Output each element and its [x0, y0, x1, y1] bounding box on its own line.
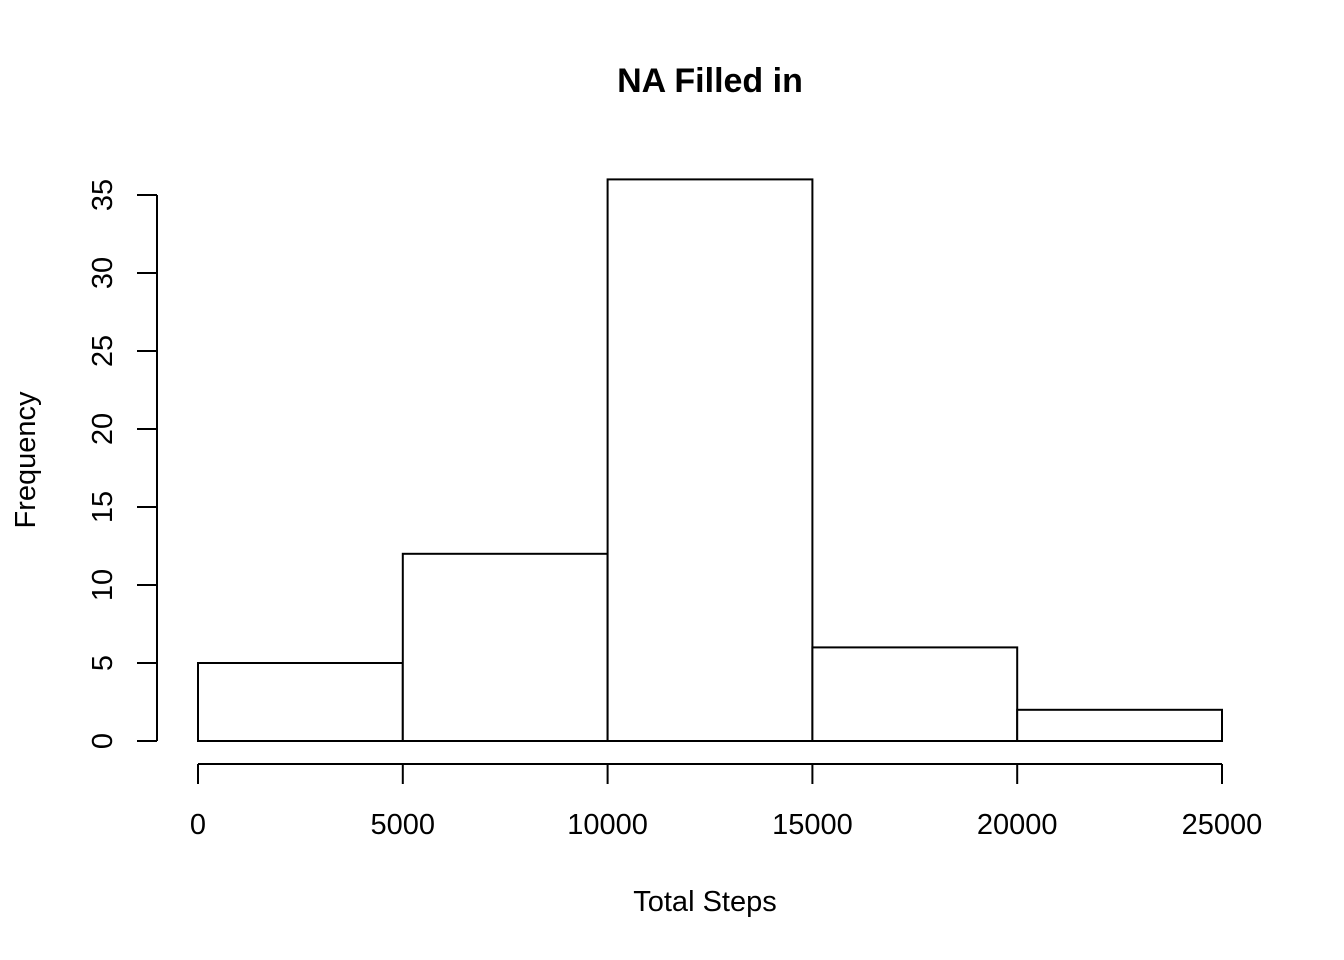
histogram-bar-0: [197, 662, 404, 742]
y-tick-label-4: 20: [87, 413, 119, 445]
x-tick-label-5: 25000: [1182, 809, 1263, 841]
histogram-bar-4: [1016, 708, 1224, 742]
y-tick-label-5: 25: [87, 335, 119, 367]
y-tick-label-3: 15: [87, 491, 119, 523]
x-tick-label-0: 0: [190, 809, 206, 841]
x-tick-label-3: 15000: [772, 809, 853, 841]
histogram-bar-1: [401, 552, 609, 742]
x-axis-label: Total Steps: [633, 886, 776, 918]
y-tick-label-2: 10: [87, 569, 119, 601]
x-axis: 0 5000 10000 15000 20000 25000: [190, 763, 1263, 841]
y-tick-label-1: 5: [87, 655, 119, 671]
y-tick-label-7: 35: [87, 179, 119, 211]
y-tick-label-0: 0: [87, 733, 119, 749]
x-tick-label-2: 10000: [567, 809, 648, 841]
y-tick-label-6: 30: [87, 257, 119, 289]
y-axis: 0 5 10 15 20 25 30 35: [87, 179, 158, 749]
bars-group: [197, 178, 1224, 743]
x-tick-label-1: 5000: [371, 809, 436, 841]
histogram-bar-3: [811, 646, 1019, 743]
chart-title: NA Filled in: [617, 62, 803, 100]
y-axis-label: Frequency: [10, 391, 42, 529]
histogram-bar-2: [606, 178, 814, 742]
x-tick-label-4: 20000: [977, 809, 1058, 841]
